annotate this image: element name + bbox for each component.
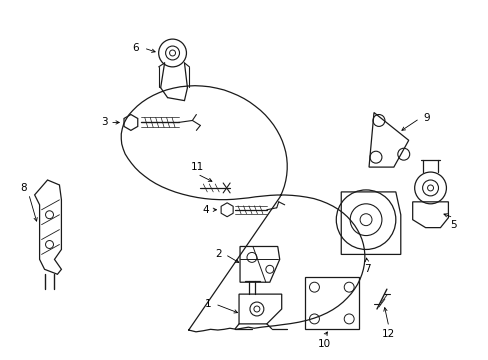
Text: 6: 6	[132, 43, 139, 53]
Text: 2: 2	[214, 249, 221, 260]
Text: 5: 5	[449, 220, 456, 230]
Text: 9: 9	[423, 113, 429, 123]
Text: 10: 10	[317, 339, 330, 349]
Text: 7: 7	[363, 264, 369, 274]
Text: 3: 3	[101, 117, 107, 127]
Text: 1: 1	[204, 299, 211, 309]
Text: 12: 12	[382, 329, 395, 339]
Bar	[304, 277, 358, 329]
Text: 8: 8	[20, 183, 27, 193]
Text: 11: 11	[190, 162, 203, 172]
Text: 4: 4	[202, 205, 208, 215]
